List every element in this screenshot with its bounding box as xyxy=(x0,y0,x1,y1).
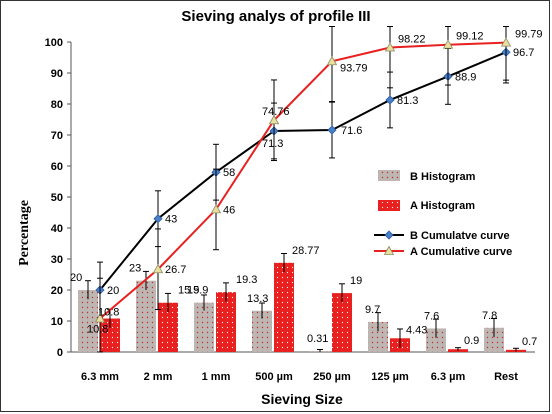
y-tick-label: 100 xyxy=(45,37,63,49)
data-label-b-histogram: 7.8 xyxy=(482,310,497,322)
y-tick-label: 40 xyxy=(51,223,63,235)
data-label-a-cumulative: 99.12 xyxy=(456,31,484,43)
marker-a-cumulative xyxy=(384,42,396,52)
data-label-a-cumulative: 93.79 xyxy=(340,62,368,74)
data-label-b-histogram: 15.9 xyxy=(187,285,208,297)
y-tick-label: 60 xyxy=(51,161,63,173)
bar-b-histogram xyxy=(484,327,504,352)
legend-swatch-a-histogram xyxy=(378,200,400,211)
data-label-a-histogram: 0.9 xyxy=(464,335,479,347)
marker-a-cumulative xyxy=(500,37,512,47)
data-label-b-histogram: 20 xyxy=(70,272,82,284)
bar-a-histogram xyxy=(158,302,178,352)
chart-title: Sieving analys of profile III xyxy=(181,8,370,25)
x-axis-label: Sieving Size xyxy=(261,391,343,407)
data-label-b-cumulative: 20 xyxy=(107,285,119,297)
marker-a-cumulative xyxy=(326,55,338,66)
y-axis-label: Percentage xyxy=(17,200,32,266)
y-tick-label: 70 xyxy=(51,130,63,142)
y-tick-label: 20 xyxy=(51,285,63,297)
legend-label-b-cumulative: B Cumulatve curve xyxy=(410,230,510,242)
bars xyxy=(78,253,526,352)
marker-a-cumulative xyxy=(94,313,106,323)
bar-b-histogram xyxy=(78,290,98,352)
marker-a-cumulative xyxy=(268,114,280,125)
data-label-a-histogram: 19 xyxy=(350,275,362,287)
x-tick-label: 250 µm xyxy=(313,371,351,383)
marker-b-cumulative xyxy=(327,125,337,135)
y-tick-label: 10 xyxy=(51,316,63,328)
y-tick-label: 80 xyxy=(51,99,63,111)
y-tick-label: 90 xyxy=(51,68,63,80)
bar-a-histogram xyxy=(216,292,236,352)
legend-marker-b-cumulative xyxy=(384,230,394,240)
x-tick-label: 1 mm xyxy=(202,371,231,383)
data-label-a-histogram: 4.43 xyxy=(406,324,427,336)
data-label-a-cumulative: 99.79 xyxy=(515,29,543,41)
marker-b-cumulative xyxy=(385,95,395,105)
data-label-b-cumulative: 58 xyxy=(223,167,235,179)
data-label-a-cumulative: 46 xyxy=(223,204,235,216)
x-tick-label: 125 µm xyxy=(371,371,409,383)
data-labels: 20 23 15.9 13.3 0.31 9.7 7.6 7.8 10.8 15.9 19.3 28.… xyxy=(70,29,543,348)
bar-a-histogram xyxy=(100,318,120,352)
data-label-b-cumulative: 81.3 xyxy=(397,95,418,107)
bar-b-histogram xyxy=(194,302,214,352)
x-tick-label: Rest xyxy=(494,371,518,383)
bar-a-histogram xyxy=(332,293,352,352)
axes: 0 10 20 30 40 50 60 70 80 90 100 6.3 mm 2 mm 1 mm 500 … xyxy=(45,37,535,383)
data-label-a-cumulative: 98.22 xyxy=(398,34,426,46)
marker-a-cumulative xyxy=(152,263,164,274)
data-label-a-histogram: 10.8 xyxy=(98,307,119,319)
data-label-a-histogram: 0.7 xyxy=(522,336,537,348)
data-label-b-histogram: 13.3 xyxy=(247,293,268,305)
data-label-a-histogram: 28.77 xyxy=(292,245,320,257)
data-label-b-cumulative: 43 xyxy=(165,214,177,226)
legend-marker-a-cumulative xyxy=(383,245,395,255)
legend-label-b-histogram: B Histogram xyxy=(410,171,476,183)
data-label-b-cumulative: 71.6 xyxy=(341,125,362,137)
data-label-b-histogram: 7.6 xyxy=(424,310,439,322)
marker-b-cumulative xyxy=(153,214,163,224)
marker-a-cumulative xyxy=(442,39,454,49)
legend: B Histogram A Histogram B Cumulatve curve A… xyxy=(374,170,512,258)
x-tick-label: 6.3 mm xyxy=(81,371,119,383)
legend-swatch-b-histogram xyxy=(378,170,400,181)
data-label-b-histogram: 9.7 xyxy=(365,304,380,316)
x-tick-label: 2 mm xyxy=(144,371,173,383)
data-label-b-histogram: 23 xyxy=(129,263,141,275)
line-a-cumulative xyxy=(99,41,507,320)
data-label-a-cumulative: 74.76 xyxy=(262,106,290,118)
data-label-b-cumulative: 88.9 xyxy=(455,71,476,83)
data-label-b-cumulative: 71.3 xyxy=(262,138,283,150)
x-tick-label: 6.3 µm xyxy=(431,371,466,383)
legend-label-a-cumulative: A Cumulative curve xyxy=(410,246,512,258)
marker-a-cumulative xyxy=(210,204,222,214)
data-label-a-histogram: 19.3 xyxy=(236,274,257,286)
data-label-a-cumulative: 26.7 xyxy=(165,264,186,276)
x-tick-label: 500 µm xyxy=(255,371,293,383)
y-tick-label: 30 xyxy=(51,254,63,266)
bar-b-histogram xyxy=(368,321,388,352)
y-tick-label: 50 xyxy=(51,192,63,204)
line-b-cumulative xyxy=(99,51,507,291)
legend-label-a-histogram: A Histogram xyxy=(410,200,475,212)
bar-b-histogram xyxy=(136,280,156,352)
bar-b-histogram xyxy=(252,310,272,352)
y-tick-label: 0 xyxy=(57,347,63,359)
bar-b-histogram xyxy=(426,328,446,352)
cumulative-lines xyxy=(94,26,512,353)
data-label-b-histogram: 0.31 xyxy=(307,333,328,345)
data-label-a-histogram: 15.9 xyxy=(178,285,199,297)
data-label-b-cumulative: 96.7 xyxy=(513,47,534,59)
data-label-a-cumulative: 10.8 xyxy=(87,324,108,336)
bar-a-histogram xyxy=(274,262,294,352)
